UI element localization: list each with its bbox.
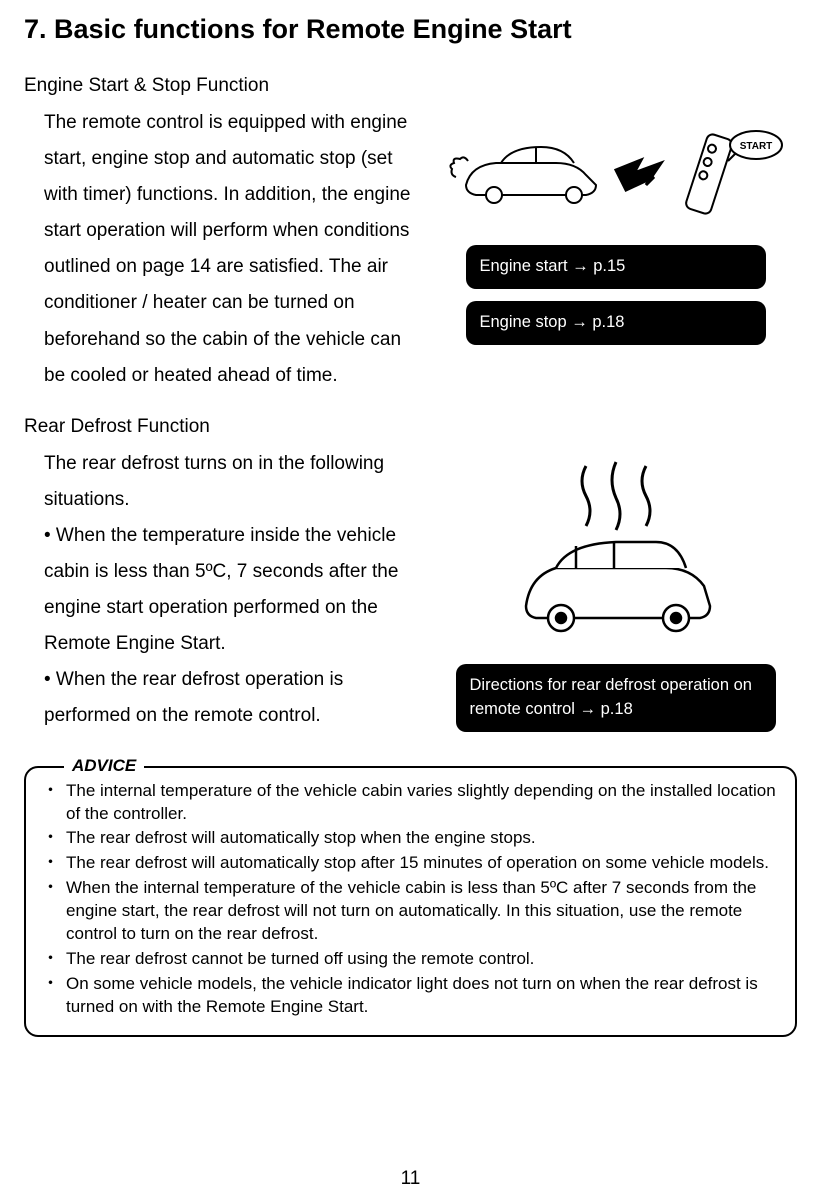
advice-box: ADVICE ・The internal temperature of the …	[24, 766, 797, 1037]
section1-heading: Engine Start & Stop Function	[24, 75, 797, 97]
advice-item: ・The internal temperature of the vehicle…	[40, 780, 781, 826]
rear-defrost-illustration	[506, 456, 726, 646]
advice-item: ・On some vehicle models, the vehicle ind…	[40, 973, 781, 1019]
section1-body: The remote control is equipped with engi…	[44, 105, 414, 394]
advice-item: ・The rear defrost will automatically sto…	[40, 827, 781, 850]
section2-row: The rear defrost turns on in the followi…	[24, 446, 797, 744]
remote-start-illustration: START	[446, 115, 786, 225]
engine-stop-ref-box: Engine stop → p.18	[466, 301, 766, 345]
rear-defrost-ref-box: Directions for rear defrost operation on…	[456, 664, 776, 732]
advice-item: ・The rear defrost cannot be turned off u…	[40, 948, 781, 971]
page-number: 11	[0, 1168, 821, 1190]
section1-row: The remote control is equipped with engi…	[24, 105, 797, 394]
engine-start-ref-box: Engine start → p.15	[466, 245, 766, 289]
section2-heading: Rear Defrost Function	[24, 416, 797, 438]
start-label: START	[739, 141, 772, 152]
section2-body: The rear defrost turns on in the followi…	[44, 446, 414, 735]
advice-item: ・When the internal temperature of the ve…	[40, 877, 781, 946]
advice-item: ・The rear defrost will automatically sto…	[40, 852, 781, 875]
advice-label: ADVICE	[64, 756, 144, 776]
page-title: 7. Basic functions for Remote Engine Sta…	[24, 14, 797, 45]
advice-list: ・The internal temperature of the vehicle…	[40, 780, 781, 1019]
